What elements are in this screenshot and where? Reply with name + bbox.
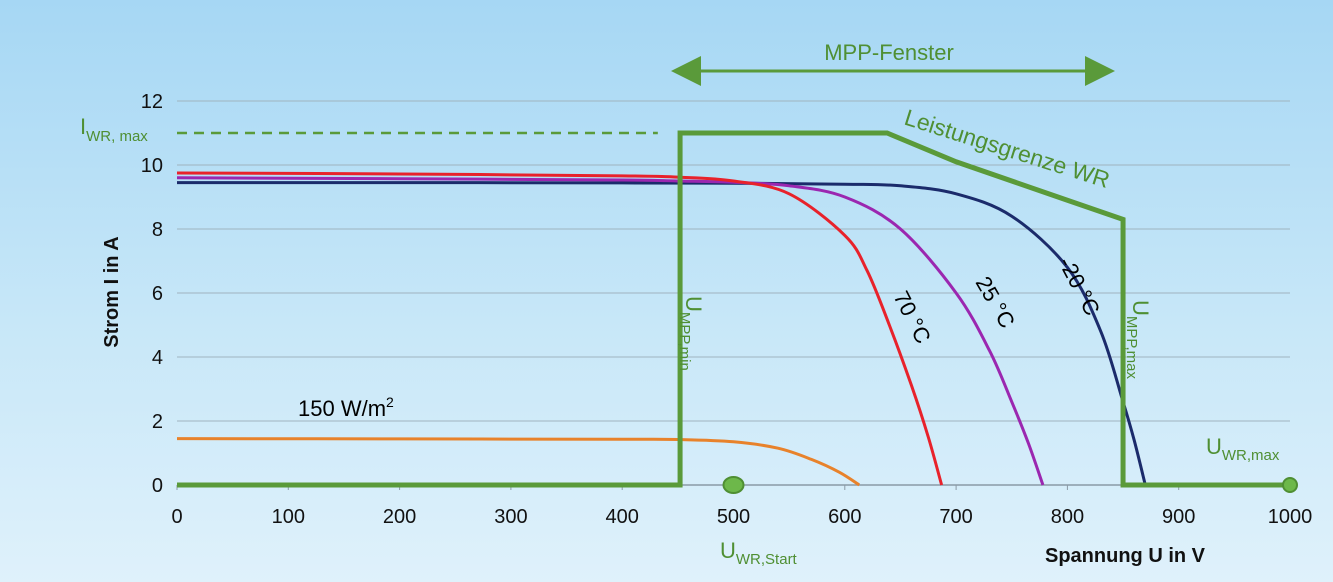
x-tick-label-0: 0 bbox=[171, 506, 182, 528]
uwr-max-main: U bbox=[1206, 434, 1222, 459]
series-label-150: 150 W/m2 bbox=[298, 394, 394, 421]
inverter-window bbox=[177, 130, 1298, 494]
uwr-max-label: UWR,max bbox=[1206, 434, 1280, 464]
x-tick-label-5: 500 bbox=[717, 506, 750, 528]
inverter-limit-line bbox=[177, 130, 1290, 488]
series-line-150 bbox=[176, 437, 861, 487]
uwr-max-sub: WR,max bbox=[1222, 447, 1280, 464]
series-line-minus20 bbox=[176, 181, 1147, 486]
series-label-150-main: 150 W/m bbox=[298, 396, 386, 421]
x-tick-label-6: 600 bbox=[828, 506, 861, 528]
uwr-start-sub: WR,Start bbox=[736, 551, 798, 568]
series-label-150-sup: 2 bbox=[386, 394, 394, 410]
series-line-70 bbox=[176, 171, 944, 486]
gridlines bbox=[176, 100, 1291, 490]
series-line-25 bbox=[176, 176, 1045, 486]
x-tick-label-3: 300 bbox=[494, 506, 527, 528]
series-label-minus20: -20 °C bbox=[1054, 253, 1106, 320]
x-tick-label-7: 700 bbox=[939, 506, 972, 528]
max-voltage-marker bbox=[1282, 477, 1298, 493]
y-tick-label-0: 0 bbox=[152, 475, 163, 497]
x-tick-label-9: 900 bbox=[1162, 506, 1195, 528]
x-tick-label-10: 1000 bbox=[1268, 506, 1313, 528]
y-tick-label-4: 8 bbox=[152, 219, 163, 241]
series-label-25: 25 °C bbox=[971, 272, 1020, 332]
umpp-min-sub: MPP,min bbox=[676, 312, 693, 371]
x-axis-title: Spannung U in V bbox=[1045, 545, 1206, 567]
umpp-min-label: UMPP,min bbox=[676, 296, 706, 371]
y-tick-label-6: 12 bbox=[141, 91, 163, 113]
y-tick-label-2: 4 bbox=[152, 347, 163, 369]
iwr-max-label: IWR, max bbox=[80, 114, 148, 145]
y-tick-label-1: 2 bbox=[152, 411, 163, 433]
x-tick-label-1: 100 bbox=[272, 506, 305, 528]
x-tick-label-8: 800 bbox=[1051, 506, 1084, 528]
y-tick-label-3: 6 bbox=[152, 283, 163, 305]
x-tick-label-4: 400 bbox=[606, 506, 639, 528]
umpp-min-main: U bbox=[681, 296, 706, 312]
y-axis-title: Strom I in A bbox=[101, 236, 123, 347]
tick-labels: 0 2 4 6 8 10 12 0 100 200 300 400 500 600 700 800 900 100… bbox=[141, 91, 1313, 528]
mpp-window-label: MPP-Fenster bbox=[824, 40, 954, 65]
y-tick-label-5: 10 bbox=[141, 155, 163, 177]
umpp-max-main: U bbox=[1128, 300, 1153, 316]
x-tick-label-2: 200 bbox=[383, 506, 416, 528]
iwr-max-sub: WR, max bbox=[86, 128, 148, 145]
uwr-start-main: U bbox=[720, 538, 736, 563]
uwr-start-label: UWR,Start bbox=[720, 538, 798, 568]
series-lines bbox=[176, 171, 1147, 487]
umpp-max-label: UMPP,max bbox=[1123, 300, 1153, 379]
umpp-max-sub: MPP,max bbox=[1123, 316, 1140, 380]
start-voltage-marker bbox=[722, 476, 745, 494]
iwr-max-main: I bbox=[80, 114, 86, 139]
